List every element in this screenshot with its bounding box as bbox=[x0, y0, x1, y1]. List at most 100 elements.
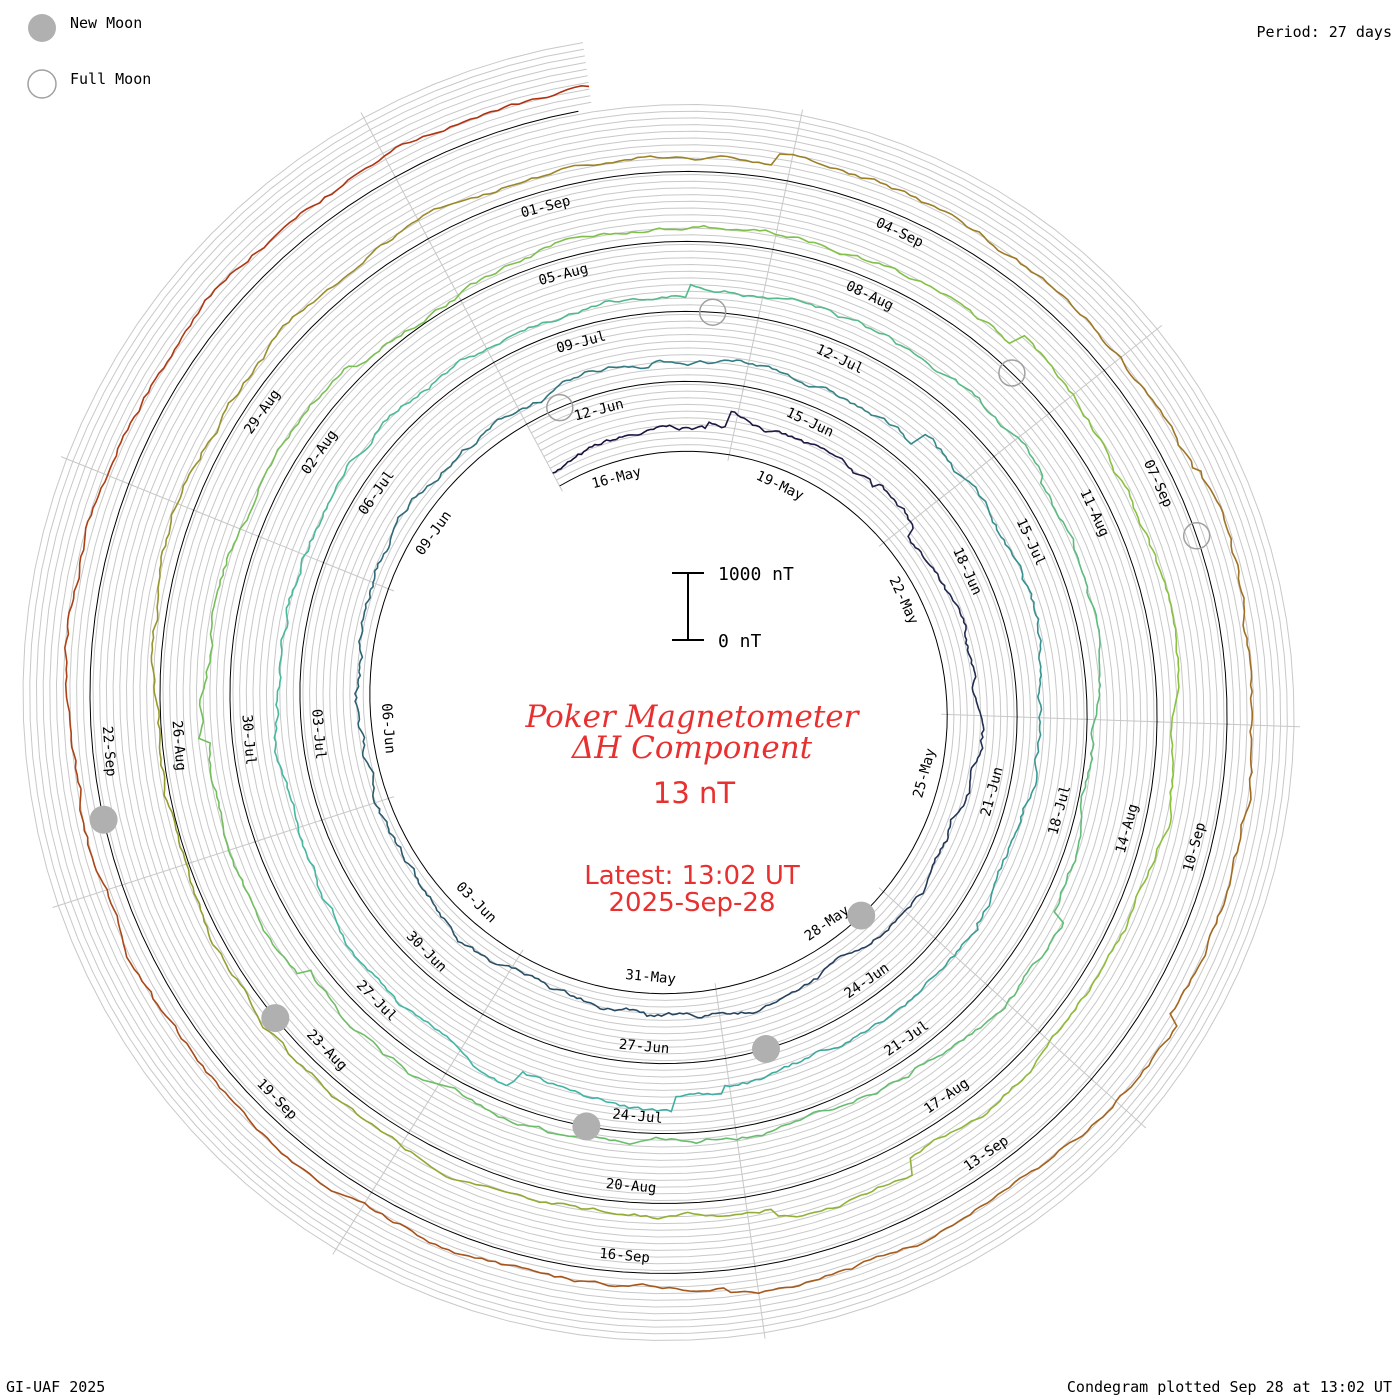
trace-segment bbox=[1080, 567, 1101, 681]
trace-segment bbox=[570, 994, 651, 1018]
date-label: 03-Jul bbox=[308, 708, 328, 760]
trace-segment bbox=[66, 475, 109, 627]
new-moon-marker bbox=[572, 1112, 601, 1141]
date-label: 22-May bbox=[885, 574, 921, 627]
trace-segment bbox=[122, 943, 213, 1078]
trace-segment bbox=[733, 983, 809, 1015]
trace-segment bbox=[212, 943, 294, 1059]
spoke bbox=[756, 246, 774, 324]
grid-ring bbox=[49, 68, 1268, 1315]
footer-credit: GI-UAF 2025 bbox=[6, 1378, 106, 1396]
grid-rings bbox=[22, 42, 1295, 1341]
trace-segment bbox=[804, 1072, 913, 1119]
date-label: 22-Sep bbox=[99, 725, 119, 777]
trace-segment bbox=[225, 297, 319, 410]
trace-segment bbox=[419, 1016, 507, 1087]
date-label: 15-Jun bbox=[783, 405, 836, 441]
trace-segment bbox=[838, 456, 899, 506]
trace-segment bbox=[469, 398, 545, 449]
date-label: 06-Jun bbox=[378, 703, 398, 755]
spoke bbox=[753, 1260, 766, 1339]
trace-segment bbox=[964, 726, 985, 803]
trace-segment bbox=[936, 573, 969, 647]
full-moon-marker bbox=[546, 393, 574, 422]
spoke bbox=[60, 456, 135, 487]
trace-segment bbox=[1058, 791, 1085, 904]
date-label: 19-May bbox=[753, 468, 806, 504]
trace-segment bbox=[691, 1116, 806, 1145]
date-label: 31-May bbox=[625, 967, 677, 988]
trace-segment bbox=[313, 446, 370, 535]
trace-segment bbox=[771, 1242, 924, 1291]
grid-ring bbox=[22, 42, 1295, 1341]
trace-segment bbox=[958, 383, 1040, 467]
date-label: 09-Jul bbox=[555, 328, 608, 356]
trace-segment bbox=[264, 377, 338, 475]
date-label: 12-Jun bbox=[572, 396, 625, 424]
trace-segment bbox=[153, 680, 173, 813]
trace-segment bbox=[1082, 680, 1102, 792]
zero-baseline bbox=[89, 110, 1228, 1274]
date-label: 27-Jul bbox=[353, 977, 400, 1024]
trace-segment bbox=[812, 1006, 902, 1056]
trace-segment bbox=[428, 166, 569, 214]
trace-segment bbox=[714, 153, 862, 179]
trace-segment bbox=[79, 788, 125, 944]
new-moon-legend-icon bbox=[28, 14, 56, 42]
date-label: 27-Jun bbox=[618, 1037, 670, 1058]
trace-segment bbox=[446, 322, 543, 374]
data-trace bbox=[63, 84, 1253, 1295]
spoke bbox=[878, 887, 939, 941]
spoke bbox=[332, 1187, 376, 1255]
trace-segment bbox=[273, 635, 284, 743]
trace-segment bbox=[896, 504, 939, 575]
trace-segment bbox=[614, 1092, 717, 1113]
trace-segment bbox=[541, 297, 648, 324]
trace-segment bbox=[317, 211, 429, 299]
spoke bbox=[406, 1068, 450, 1136]
date-label: 19-Sep bbox=[253, 1076, 300, 1123]
spoke bbox=[426, 235, 465, 307]
spoke bbox=[988, 411, 1052, 461]
trace-segment bbox=[211, 1075, 321, 1184]
date-label: 25-May bbox=[910, 747, 939, 800]
trace-segment bbox=[336, 307, 441, 379]
footer-plot-time: Condegram plotted Sep 28 at 13:02 UT bbox=[1066, 1378, 1392, 1396]
spoke bbox=[190, 508, 265, 540]
baseline-spiral bbox=[89, 110, 1228, 1274]
trace-segment bbox=[1223, 751, 1253, 905]
spoke bbox=[734, 1121, 747, 1201]
spoke bbox=[125, 482, 200, 513]
trace-segment bbox=[911, 1002, 1008, 1074]
trace-segment bbox=[752, 295, 863, 325]
trace-segment bbox=[216, 473, 266, 592]
trace-segment bbox=[443, 84, 590, 132]
grid-ring bbox=[76, 95, 1241, 1288]
trace-segment bbox=[292, 1057, 402, 1146]
trace-segment bbox=[1009, 755, 1038, 845]
spoke bbox=[119, 861, 195, 887]
trace-segment bbox=[807, 937, 877, 985]
trace-segment bbox=[964, 478, 1019, 563]
full-moon-legend-icon bbox=[27, 69, 57, 99]
spoke bbox=[742, 314, 760, 393]
trace-segment bbox=[171, 811, 214, 945]
latest-date: 2025-Sep-28 bbox=[608, 888, 775, 918]
latest-time: Latest: 13:02 UT bbox=[584, 861, 800, 891]
trace-segment bbox=[1101, 338, 1193, 462]
spoke bbox=[255, 534, 330, 566]
trace-segment bbox=[928, 802, 966, 877]
trace-segment bbox=[506, 1070, 616, 1104]
trace-segment bbox=[900, 935, 972, 1008]
trace-segment bbox=[552, 438, 617, 474]
trace-segment bbox=[920, 280, 1037, 350]
trace-segment bbox=[970, 844, 1012, 937]
trace-segment bbox=[1164, 582, 1180, 711]
date-label: 26-Aug bbox=[169, 720, 189, 772]
trace-segment bbox=[1242, 604, 1253, 752]
trace-segment bbox=[466, 1097, 580, 1138]
trace-segment bbox=[1038, 466, 1082, 569]
date-label: 15-Jul bbox=[1013, 516, 1049, 569]
trace-segment bbox=[343, 939, 421, 1019]
